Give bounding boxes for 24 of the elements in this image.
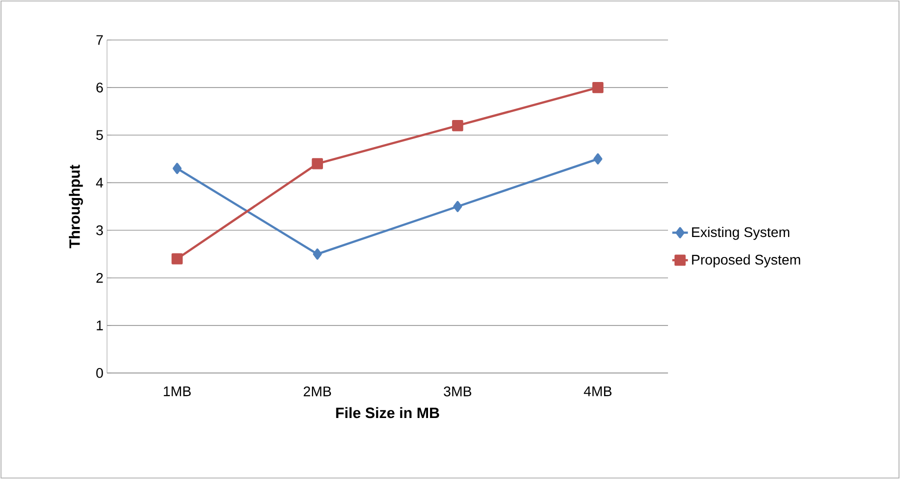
x-tick-label: 2MB [304, 386, 331, 396]
y-tick-label: 6 [96, 82, 103, 92]
point [172, 162, 182, 174]
point [593, 153, 602, 164]
legend-label: Existing System [692, 226, 790, 240]
point [172, 253, 183, 264]
x-axis-title: File Size in MB [336, 407, 440, 418]
legend-label: Proposed System [692, 254, 800, 268]
y-axis-title: Throughput [68, 164, 83, 248]
y-tick-label: 0 [96, 368, 103, 378]
y-tick-label: 7 [96, 35, 103, 45]
y-tick-label: 5 [96, 130, 103, 140]
y-tick-label: 4 [96, 178, 104, 188]
y-tick-label: 1 [96, 320, 103, 330]
y-tick-label: 2 [96, 272, 103, 283]
point [592, 82, 604, 94]
point [312, 248, 322, 260]
point [452, 120, 464, 132]
y-tick-label: 3 [96, 225, 103, 236]
point [453, 200, 462, 212]
x-tick-label: 3MB [444, 386, 472, 396]
point [312, 158, 323, 170]
x-tick-label: 4MB [584, 386, 612, 396]
x-tick-label: 1MB [164, 386, 191, 396]
